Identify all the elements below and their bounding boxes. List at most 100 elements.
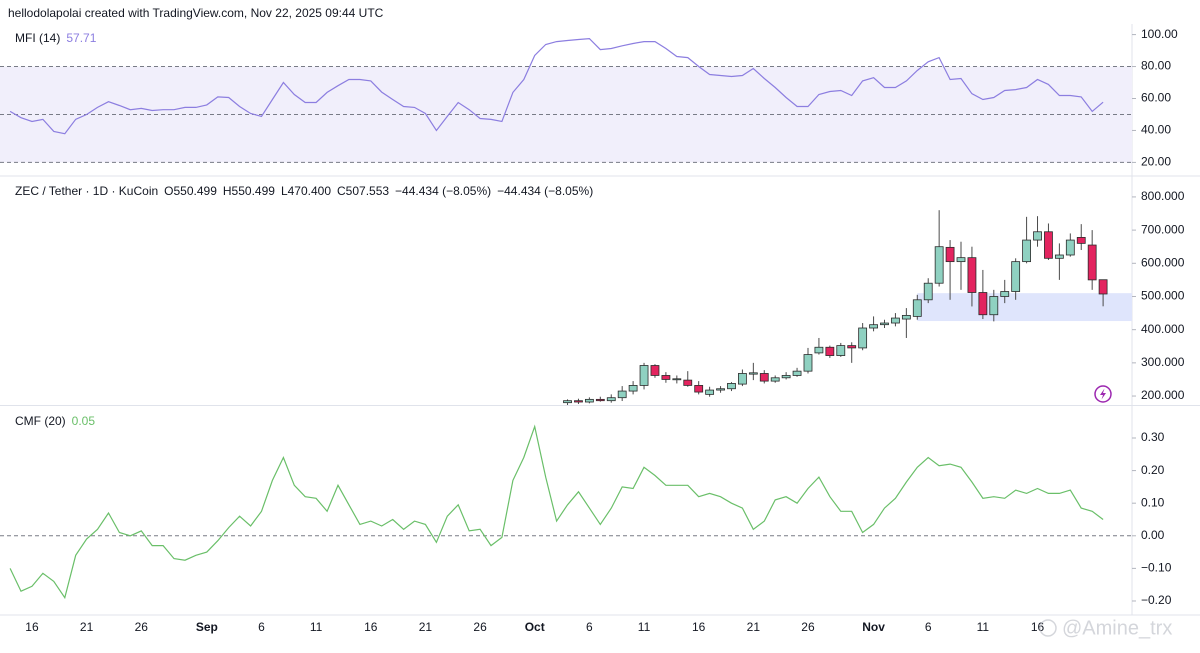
x-tick-label: 16	[364, 620, 378, 634]
candle-down	[945, 246, 955, 263]
x-tick-label: 26	[135, 620, 149, 634]
indicator-title: MFI (14)	[15, 31, 60, 45]
x-tick-label: 6	[586, 620, 593, 634]
y-tick-label: −0.10	[1141, 561, 1172, 575]
candle-down	[847, 345, 857, 349]
line	[9, 424, 1104, 600]
candle-up	[923, 282, 933, 301]
header: hellodolapolai created with TradingView.…	[8, 6, 384, 20]
candle-up	[814, 346, 824, 354]
y-tick-label: 80.00	[1141, 59, 1171, 73]
candle-up	[792, 370, 802, 376]
candle-up	[617, 390, 627, 399]
x-tick-label: 11	[638, 620, 651, 634]
lightning-icon	[1094, 385, 1112, 403]
candle-down	[661, 375, 671, 380]
pane: 800.000 700.000 600.000 500.000 400.000 300.0…	[563, 189, 1185, 405]
x-tick-label: Sep	[196, 620, 218, 634]
candle-down	[1076, 237, 1086, 244]
x-tick-label: 11	[310, 620, 323, 634]
x-tick-label: 6	[258, 620, 265, 634]
candle-up	[1000, 291, 1010, 297]
x-tick-label: 11	[977, 620, 990, 634]
candle-down	[694, 385, 704, 393]
y-tick-label: 0.20	[1141, 463, 1165, 477]
candle-up	[891, 317, 900, 324]
legend-field: C507.553	[337, 184, 389, 198]
candle-up	[803, 354, 813, 372]
candle-down	[967, 257, 977, 293]
legend-field: L470.400	[281, 184, 331, 198]
candle-up	[563, 400, 572, 404]
candle-up	[738, 373, 747, 385]
candle-up	[989, 296, 999, 316]
candle-up	[1065, 239, 1075, 256]
indicator-value: 0.05	[72, 414, 96, 428]
y-tick-label: 800.000	[1141, 189, 1185, 203]
y-tick-label: 300.000	[1141, 355, 1185, 369]
x-tick-label: 6	[925, 620, 932, 634]
candle-down	[683, 379, 693, 386]
y-tick-label: 600.000	[1141, 255, 1185, 269]
line	[9, 37, 1104, 135]
y-tick-label: 100.00	[1141, 27, 1178, 41]
y-tick-label: 400.000	[1141, 322, 1185, 336]
x-tick-label: 16	[692, 620, 706, 634]
candle-up	[869, 324, 878, 329]
candle-up	[1054, 254, 1064, 259]
candle-down	[650, 365, 660, 376]
pane: 0.30 0.20 0.10 0.00 −0.10 −0.20	[0, 424, 1172, 607]
x-tick-label: 21	[80, 620, 94, 634]
candles	[563, 210, 1132, 405]
candle-up	[639, 365, 649, 386]
y-tick-label: 700.000	[1141, 222, 1185, 236]
candle-up	[727, 383, 736, 390]
band	[0, 66, 1132, 163]
candle-up	[672, 378, 682, 381]
y-tick-label: 0.30	[1141, 430, 1165, 444]
candle-down	[978, 292, 988, 316]
candle-up	[716, 388, 725, 391]
watermark: @Amine_trx	[1039, 617, 1172, 639]
candle-up	[1033, 231, 1042, 241]
candle-up	[1011, 261, 1021, 292]
pane: 100.00 80.00 60.00 40.00 20.00	[0, 27, 1178, 169]
x-tick-label: 26	[801, 620, 815, 634]
candle-up	[770, 377, 780, 382]
y-tick-label: −0.20	[1141, 593, 1172, 607]
candle-up	[912, 299, 922, 317]
x-tick-label: 21	[747, 620, 761, 634]
candle-up	[858, 327, 868, 349]
candle-down	[1087, 244, 1097, 281]
legend-field: H550.499	[223, 184, 275, 198]
candle-down	[759, 373, 769, 382]
y-tick-label: 60.00	[1141, 91, 1171, 105]
candle-down	[1044, 231, 1053, 259]
candle-up	[748, 372, 758, 375]
candle-down	[1098, 279, 1108, 295]
candle-up	[628, 385, 638, 392]
candle-up	[836, 345, 846, 356]
x-tick-label: Oct	[525, 620, 545, 634]
indicator-value: 57.71	[66, 31, 96, 45]
y-tick-label: 0.10	[1141, 495, 1165, 509]
candle-down	[825, 346, 835, 356]
candle-up	[584, 398, 594, 403]
candle-up	[880, 322, 889, 326]
candle-up	[1022, 239, 1031, 263]
x-tick-label: 21	[419, 620, 433, 634]
y-tick-label: 40.00	[1141, 123, 1171, 137]
candle-up	[606, 397, 616, 402]
x-tick-label: 26	[473, 620, 487, 634]
candle-up	[956, 257, 966, 263]
watermark-text: @Amine_trx	[1062, 617, 1172, 639]
x-tick-label: 16	[25, 620, 39, 634]
y-tick-label: 20.00	[1141, 155, 1171, 169]
legend-field: −44.434 (−8.05%)	[497, 184, 593, 198]
y-tick-label: 200.000	[1141, 388, 1185, 402]
candle-up	[781, 375, 791, 379]
legend-field: −44.434 (−8.05%)	[395, 184, 491, 198]
legend-field: O550.499	[164, 184, 217, 198]
